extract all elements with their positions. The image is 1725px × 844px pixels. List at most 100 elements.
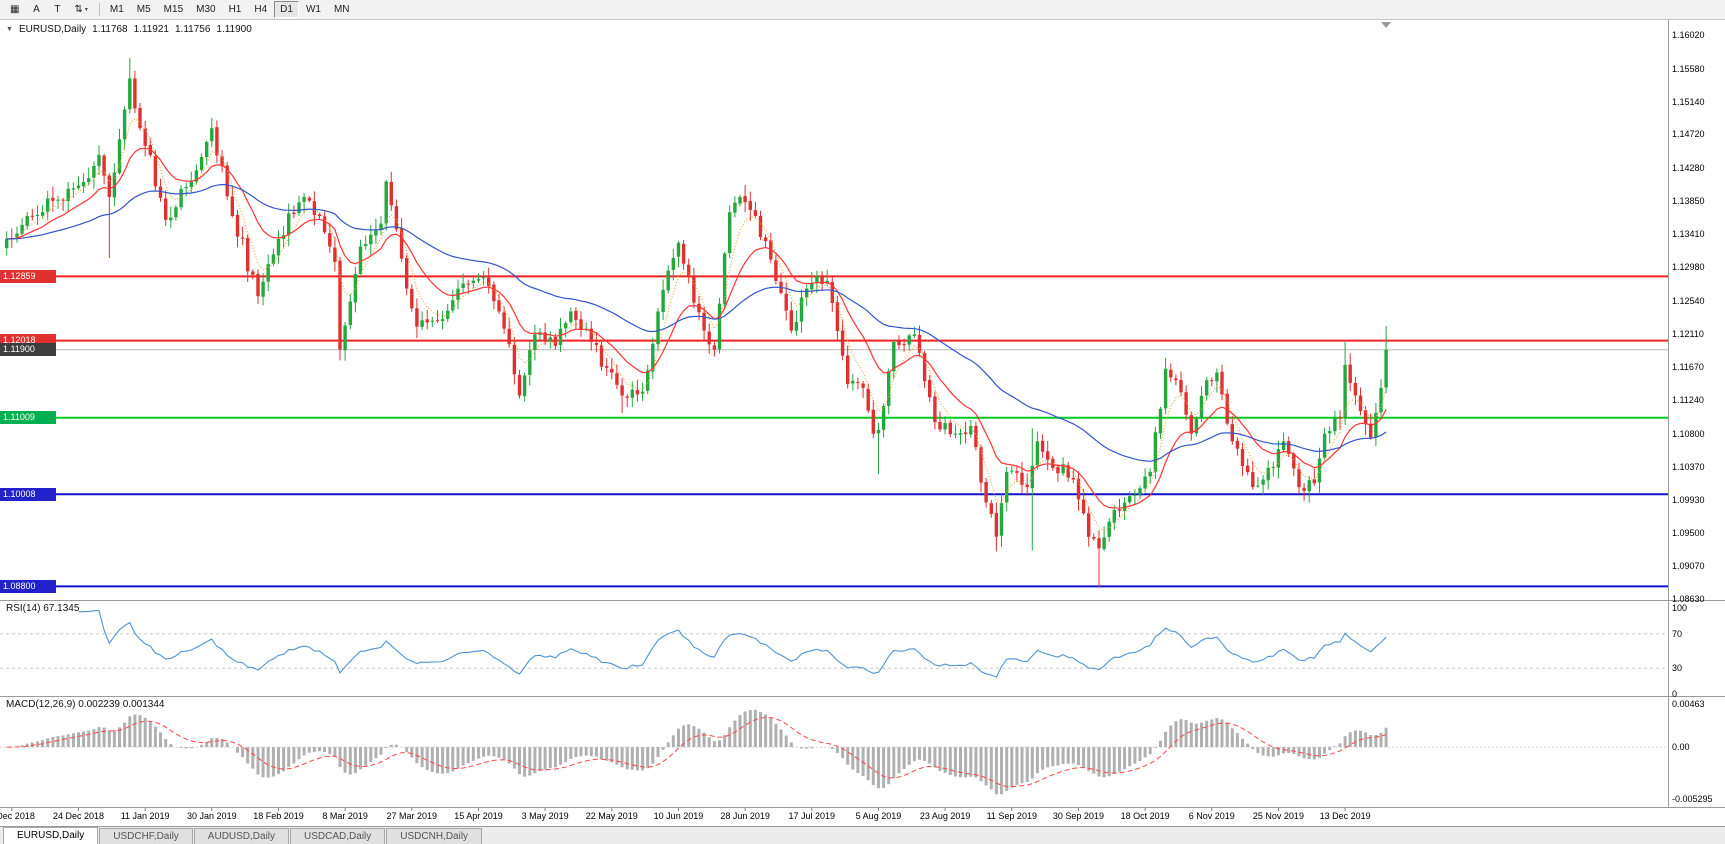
candle-body xyxy=(769,240,773,260)
candle-body xyxy=(594,342,599,345)
price-axis-label: 1.13410 xyxy=(1672,229,1705,240)
candle-body xyxy=(364,244,368,246)
candle-body xyxy=(928,380,932,398)
crosshair-tool-icon: ⇅ xyxy=(74,4,83,15)
candle-body xyxy=(1333,417,1337,432)
candle-body xyxy=(661,289,665,312)
candle-body xyxy=(835,302,840,331)
candle-body xyxy=(666,270,670,291)
timeframe-h4-button[interactable]: H4 xyxy=(254,4,268,15)
candle-body xyxy=(1328,431,1332,434)
candle-body xyxy=(692,275,696,303)
candle-body xyxy=(979,447,983,483)
candle-body xyxy=(1133,494,1137,496)
candle-body xyxy=(599,345,604,367)
chart-tab-usdcad[interactable]: USDCAD,Daily xyxy=(290,828,386,844)
candle-body xyxy=(466,283,470,285)
candle-body xyxy=(1374,412,1378,438)
price-axis-label: 1.12980 xyxy=(1672,262,1705,273)
candle-body xyxy=(122,109,127,140)
timeframe-m15-button[interactable]: M15 xyxy=(163,4,184,15)
price-axis-label: 1.16020 xyxy=(1672,30,1705,40)
candle-body xyxy=(1169,369,1173,378)
chart-overlay: ▼ EURUSD,Daily 1.11768 1.11921 1.11756 1… xyxy=(0,20,1725,826)
candle-body xyxy=(687,264,691,276)
chart-tab-audusd[interactable]: AUDUSD,Daily xyxy=(193,828,290,844)
shift-marker-icon xyxy=(1381,22,1392,28)
price-axis-label: 1.08630 xyxy=(1672,594,1705,605)
candle-body xyxy=(1261,479,1265,485)
candle-body xyxy=(892,342,896,372)
price-axis-label: 1.12110 xyxy=(1672,328,1704,339)
candle-body xyxy=(148,145,152,156)
ma-slow-line xyxy=(6,183,1387,462)
timeframe-w1-button[interactable]: W1 xyxy=(305,4,321,15)
candle-body xyxy=(820,275,824,284)
date-label: 5 Dec 2018 xyxy=(0,811,35,821)
candle-body xyxy=(1117,509,1122,511)
candle-body xyxy=(502,312,506,329)
candle-body xyxy=(169,217,173,221)
candle-body xyxy=(51,197,55,201)
candle-body xyxy=(225,165,229,197)
timeframe-mn-button[interactable]: MN xyxy=(333,4,350,15)
candle-body xyxy=(738,196,742,204)
candle-body xyxy=(1322,433,1327,458)
candle-body xyxy=(999,503,1004,536)
candle-body xyxy=(302,196,306,202)
tool-button-group: ▦ A T ⇅ ▾ xyxy=(4,0,95,19)
candle-body xyxy=(1153,432,1158,472)
chart-tab-usdcnh[interactable]: USDCNH,Daily xyxy=(386,828,483,844)
candle-body xyxy=(984,482,988,503)
timeframe-h1-button[interactable]: H1 xyxy=(228,4,242,15)
candle-body xyxy=(722,253,727,305)
candle-body xyxy=(297,202,301,214)
candle-body xyxy=(87,178,91,182)
candle-body xyxy=(907,335,911,345)
candle-body xyxy=(1056,467,1060,474)
rsi-axis-label: 100 xyxy=(1672,603,1688,613)
candle-body xyxy=(1246,465,1250,473)
crosshair-tool-button[interactable]: ⇅ ▾ xyxy=(68,1,93,18)
candle-body xyxy=(174,207,178,218)
candle-body xyxy=(763,237,768,242)
timeframe-m30-button[interactable]: M30 xyxy=(196,4,216,15)
candle-body xyxy=(97,154,101,167)
candle-body xyxy=(1384,349,1388,388)
candle-body xyxy=(1256,485,1260,487)
candle-body xyxy=(374,229,378,236)
candle-body xyxy=(553,337,558,346)
arrow-tool-button[interactable]: A xyxy=(26,1,46,18)
chart-tab-eurusd[interactable]: EURUSD,Daily xyxy=(3,827,99,844)
candle-body xyxy=(71,188,76,190)
candle-body xyxy=(251,271,255,275)
candle-body xyxy=(1025,484,1029,488)
candle-body xyxy=(235,214,240,237)
chart-tab-usdchf[interactable]: USDCHF,Daily xyxy=(99,828,193,844)
symbol-dropdown-icon[interactable]: ▼ xyxy=(6,26,13,33)
candle-body xyxy=(184,187,188,189)
candle-body xyxy=(25,216,29,226)
candle-body xyxy=(112,172,117,198)
candle-body xyxy=(522,375,527,397)
candle-body xyxy=(1251,472,1255,488)
candle-body xyxy=(1379,387,1383,413)
timeframe-m5-button[interactable]: M5 xyxy=(136,4,151,15)
candle-body xyxy=(543,332,547,342)
chart-canvas[interactable]: ▼ EURUSD,Daily 1.11768 1.11921 1.11756 1… xyxy=(0,20,1725,826)
candle-body xyxy=(76,185,81,189)
candle-body xyxy=(1097,538,1101,549)
candle-body xyxy=(1015,471,1019,473)
candle-body xyxy=(107,175,111,197)
candle-body xyxy=(564,323,568,329)
text-tool-button[interactable]: T xyxy=(47,1,67,18)
macd-axis-label: 0.00 xyxy=(1672,742,1690,753)
timeframe-d1-button[interactable]: D1 xyxy=(274,1,299,18)
chart-windows-button[interactable]: ▦ xyxy=(4,1,25,18)
candle-body xyxy=(261,281,265,297)
timeframe-m1-button[interactable]: M1 xyxy=(109,4,124,15)
ohlc-low: 1.11756 xyxy=(174,24,211,35)
candle-body xyxy=(589,328,593,342)
candle-body xyxy=(620,385,624,396)
candle-body xyxy=(358,246,363,274)
